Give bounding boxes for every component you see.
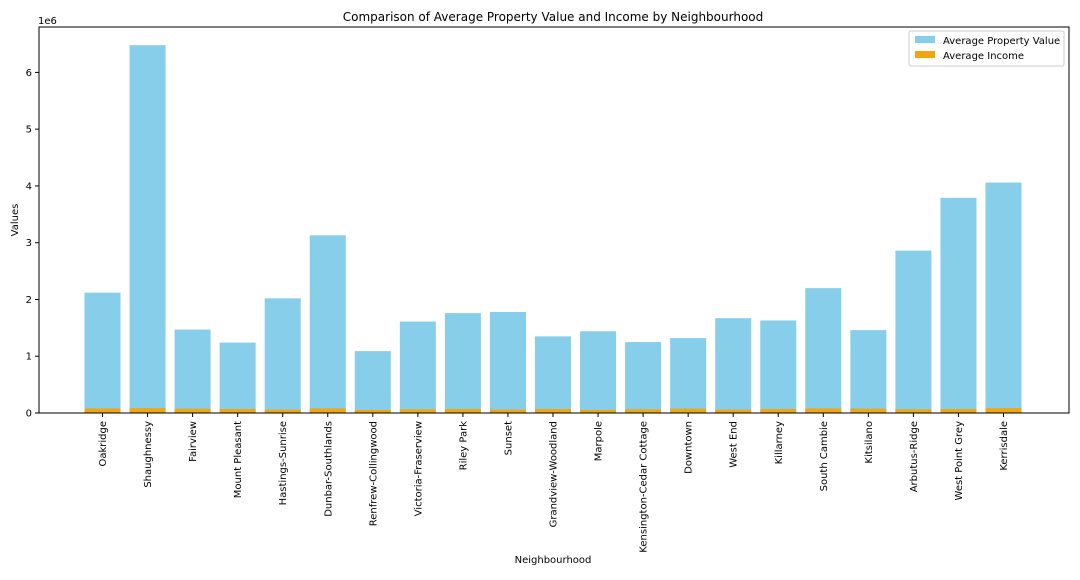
income-bar [444, 409, 481, 413]
property-value-bar [625, 342, 662, 413]
y-tick-label: 6 [26, 68, 32, 79]
legend-swatch-income [915, 51, 935, 58]
y-tick-label: 0 [26, 409, 32, 420]
y-tick-label: 3 [26, 238, 32, 249]
x-tick-label: Mount Pleasant [233, 421, 244, 498]
x-tick-label: Marpole [594, 421, 605, 461]
property-value-bar [84, 292, 121, 413]
income-bar [399, 409, 436, 413]
y-offset-label: 1e6 [38, 16, 57, 27]
legend-label-property: Average Property Value [943, 36, 1060, 47]
property-value-bar [940, 197, 977, 413]
property-value-bar [354, 351, 391, 413]
legend-swatch-property [915, 36, 935, 43]
property-value-bar [399, 321, 436, 413]
legend: Average Property Value Average Income [908, 30, 1065, 67]
income-bar [715, 409, 752, 413]
x-tick-label: Renfrew-Collingwood [368, 421, 379, 526]
chart-title: Comparison of Average Property Value and… [343, 10, 764, 24]
x-tick-label: Victoria-Fraserview [413, 421, 424, 516]
income-bar [895, 409, 932, 413]
property-value-bar [805, 288, 842, 413]
x-tick-label: Kensington-Cedar Cottage [639, 421, 650, 553]
income-bar [174, 408, 211, 413]
x-tick-label: West Point Grey [954, 421, 965, 501]
property-value-bar [760, 320, 797, 413]
x-tick-label: Fairview [188, 421, 199, 462]
y-tick-label: 4 [26, 181, 32, 192]
income-bar [760, 409, 797, 413]
property-value-bar [670, 338, 707, 413]
x-tick-label: Sunset [503, 421, 514, 455]
property-value-bar [580, 331, 617, 413]
y-tick-label: 1 [26, 352, 32, 363]
y-axis-label: Values [10, 204, 21, 237]
income-bar [489, 409, 526, 413]
y-tick-label: 5 [26, 125, 32, 136]
property-value-bar [850, 330, 887, 413]
axes-layer: 0 1 2 3 4 5 6 Oakridge Shaughnessy Fairview Mount … [26, 26, 1070, 553]
legend-label-income: Average Income [943, 51, 1024, 62]
property-value-bar [489, 311, 526, 413]
x-tick-label: West End [729, 421, 740, 468]
property-value-bar [895, 250, 932, 413]
x-tick-label: Hastings-Sunrise [278, 421, 289, 505]
x-tick-label: South Cambie [819, 421, 830, 491]
property-value-bar [309, 235, 346, 413]
legend-box [908, 30, 1065, 67]
income-bar [309, 408, 346, 413]
income-bar [580, 409, 617, 413]
bars-layer [84, 45, 1022, 414]
income-bar [264, 409, 301, 413]
x-tick-label: Killarney [774, 421, 785, 464]
income-bar [805, 408, 842, 413]
x-tick-label: Shaughnessy [143, 421, 154, 488]
income-bar [985, 408, 1022, 413]
y-tick-label: 2 [26, 295, 32, 306]
x-tick-label: Riley Park [458, 421, 469, 471]
x-tick-label: Oakridge [98, 421, 109, 467]
plot-frame [38, 26, 1070, 414]
x-tick-label: Downtown [684, 421, 695, 474]
x-tick-label: Grandview-Woodland [549, 421, 560, 527]
property-value-bar [715, 318, 752, 413]
x-tick-label: Kerrisdale [999, 421, 1010, 471]
income-bar [625, 409, 662, 413]
x-tick-label: Kitsilano [864, 421, 875, 464]
property-value-bar [219, 342, 256, 413]
income-bar [670, 408, 707, 413]
income-bar [535, 409, 571, 413]
property-value-bar [129, 45, 166, 414]
income-bar [219, 409, 256, 413]
income-bar [940, 409, 977, 413]
income-bar [129, 408, 166, 413]
x-axis-label: Neighbourhood [515, 555, 592, 566]
income-bar [84, 408, 121, 413]
x-tick-label: Arbutus-Ridge [909, 421, 920, 492]
property-value-bar [985, 182, 1022, 413]
property-value-bar [264, 298, 301, 413]
property-value-bar [174, 329, 211, 413]
income-bar [850, 408, 887, 413]
income-bar [354, 409, 391, 413]
property-value-bar [444, 313, 481, 413]
property-value-bar [535, 336, 571, 413]
x-tick-label: Dunbar-Southlands [323, 421, 334, 517]
